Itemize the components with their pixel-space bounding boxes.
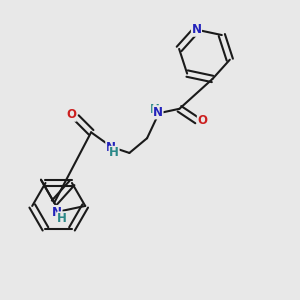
Text: N: N [52,206,62,218]
Text: N: N [153,106,163,119]
Text: H: H [149,103,159,116]
Text: O: O [66,108,76,121]
Text: N: N [106,141,116,154]
Text: H: H [57,212,67,225]
Text: O: O [197,114,207,127]
Text: H: H [109,146,119,159]
Text: N: N [191,23,202,36]
